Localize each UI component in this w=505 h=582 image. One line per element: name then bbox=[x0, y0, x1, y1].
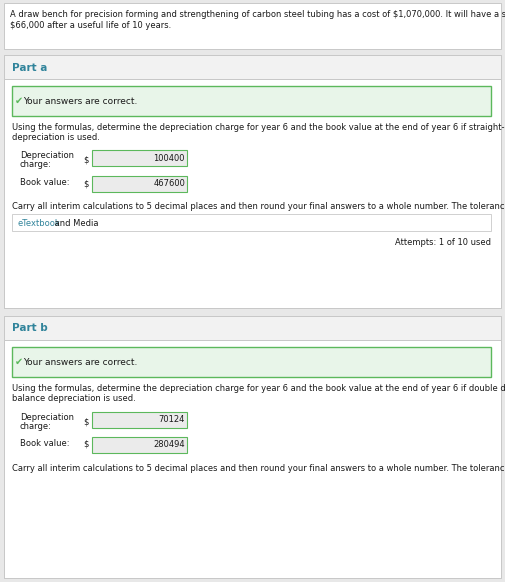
Bar bbox=[4, 340, 501, 578]
Bar bbox=[92, 176, 187, 192]
Text: $: $ bbox=[83, 156, 88, 165]
Text: Book value:: Book value: bbox=[20, 439, 70, 448]
Bar bbox=[4, 3, 501, 49]
Text: Using the formulas, determine the depreciation charge for year 6 and the book va: Using the formulas, determine the deprec… bbox=[12, 384, 505, 393]
Text: $: $ bbox=[83, 179, 88, 188]
Text: 70124: 70124 bbox=[159, 415, 185, 424]
Bar bbox=[12, 347, 491, 377]
Text: Using the formulas, determine the depreciation charge for year 6 and the book va: Using the formulas, determine the deprec… bbox=[12, 123, 505, 132]
Text: Attempts: 1 of 10 used: Attempts: 1 of 10 used bbox=[395, 238, 491, 247]
Text: charge:: charge: bbox=[20, 160, 52, 169]
Text: Depreciation: Depreciation bbox=[20, 413, 74, 422]
Bar bbox=[4, 316, 501, 340]
Text: charge:: charge: bbox=[20, 422, 52, 431]
Bar bbox=[4, 79, 501, 308]
Text: depreciation is used.: depreciation is used. bbox=[12, 133, 100, 142]
Text: $: $ bbox=[83, 440, 88, 449]
Bar bbox=[12, 86, 491, 116]
Bar bbox=[92, 437, 187, 453]
Text: ✔: ✔ bbox=[15, 96, 23, 106]
Text: Your answers are correct.: Your answers are correct. bbox=[23, 97, 137, 106]
Text: A draw bench for precision forming and strengthening of carbon steel tubing has : A draw bench for precision forming and s… bbox=[10, 10, 505, 19]
Text: Carry all interim calculations to 5 decimal places and then round your final ans: Carry all interim calculations to 5 deci… bbox=[12, 464, 505, 473]
Text: Your answers are correct.: Your answers are correct. bbox=[23, 358, 137, 367]
Text: Carry all interim calculations to 5 decimal places and then round your final ans: Carry all interim calculations to 5 deci… bbox=[12, 202, 505, 211]
Text: Part a: Part a bbox=[12, 63, 47, 73]
Text: Book value:: Book value: bbox=[20, 178, 70, 187]
Text: $: $ bbox=[83, 418, 88, 427]
Text: balance depreciation is used.: balance depreciation is used. bbox=[12, 394, 136, 403]
Text: eTextbook: eTextbook bbox=[18, 219, 61, 228]
Bar bbox=[4, 316, 501, 578]
Bar bbox=[12, 214, 491, 231]
Text: $66,000 after a useful life of 10 years.: $66,000 after a useful life of 10 years. bbox=[10, 21, 171, 30]
Text: and Media: and Media bbox=[52, 219, 98, 228]
Bar bbox=[4, 55, 501, 79]
Bar bbox=[4, 55, 501, 308]
Text: ✔: ✔ bbox=[15, 357, 23, 367]
Bar bbox=[92, 150, 187, 166]
Text: 467600: 467600 bbox=[153, 179, 185, 188]
Text: 100400: 100400 bbox=[154, 154, 185, 163]
Text: Depreciation: Depreciation bbox=[20, 151, 74, 160]
Bar bbox=[92, 412, 187, 428]
Text: 280494: 280494 bbox=[154, 440, 185, 449]
Text: Part b: Part b bbox=[12, 323, 48, 333]
